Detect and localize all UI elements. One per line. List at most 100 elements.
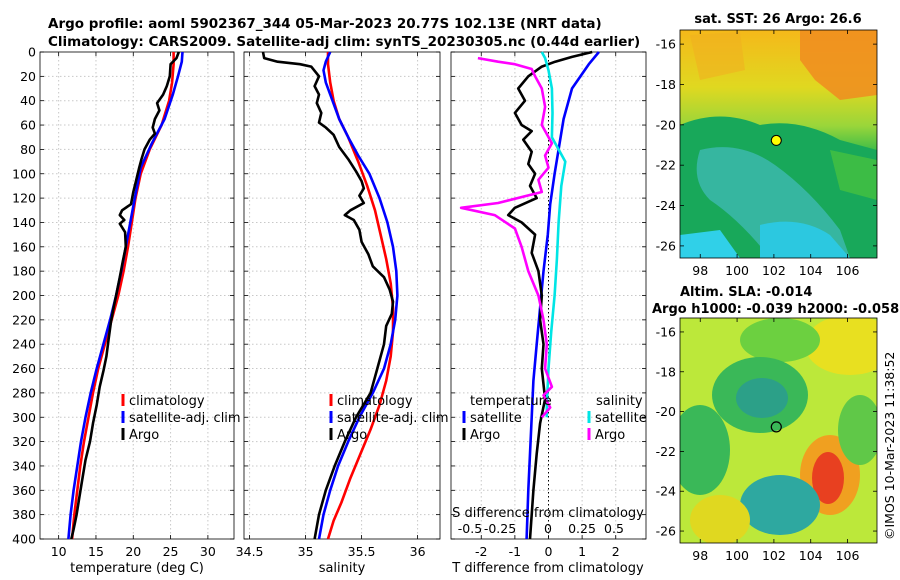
salinity-diff-tick-label: 0.5	[604, 521, 624, 536]
x-tick-label: 36	[410, 544, 426, 559]
x-tick-label: 1	[578, 544, 586, 559]
difference-xlabel: T difference from climatology	[451, 561, 644, 576]
lon-tick-label: 98	[692, 548, 708, 563]
salinity-grid	[244, 52, 440, 539]
argo-location-marker	[770, 134, 782, 146]
temperature-panel: 0 20 40 60 80 100 120 140 160 180 200 220 240 260 280 3…	[12, 45, 240, 577]
depth-tick-label: 320	[12, 434, 36, 449]
legend-label-climatology: climatology	[129, 394, 205, 409]
header-line2: Climatology: CARS2009. Satellite-adj cli…	[48, 34, 640, 50]
x-tick-label: 25	[163, 544, 179, 559]
legend-title-salinity: salinity	[596, 394, 643, 409]
salinity-panel: 34.5 35 35.5 36 salinity climatology satell…	[236, 51, 449, 576]
legend-label-satellite: satellite-adj. clim	[337, 411, 449, 426]
salinity-difference-tick-labels: -0.5 -0.25 0 0.25 0.5	[458, 521, 624, 536]
lon-tick-label: 102	[762, 548, 786, 563]
x-tick-label: -1	[509, 544, 521, 559]
depth-tick-label: 120	[12, 191, 36, 206]
series-line-satellite-adj-clim	[317, 51, 399, 540]
credit-text: ©IMOS 10-Mar-2023 11:38:52	[882, 352, 897, 540]
sst-map-frame	[679, 29, 878, 259]
salinity-diff-tick-label: 0.25	[568, 521, 596, 536]
sst-map-ticks: -16 -18 -20 -22 -24 -26 98 100 102 104 106	[656, 30, 877, 278]
sla-map-ticks: -16 -18 -20 -22 -24 -26 98 100 102 104 106	[656, 318, 877, 563]
difference-legend: temperature salinity satellite Argo sate…	[462, 394, 647, 443]
temperature-grid	[40, 52, 234, 539]
lat-tick-label: -18	[656, 77, 676, 92]
depth-tick-label: 380	[12, 507, 36, 522]
sla-map-panel: Altim. SLA: -0.014 Argo h1000: -0.039 h2…	[652, 285, 899, 563]
x-tick-label: 35.5	[348, 544, 376, 559]
salinity-legend: climatology satellite-adj. clim Argo	[329, 394, 449, 443]
lat-tick-label: -22	[656, 444, 676, 459]
difference-xlabel-top: S difference from climatology	[452, 506, 644, 521]
lon-tick-label: 100	[725, 263, 749, 278]
lat-tick-label: -26	[656, 238, 676, 253]
salinity-xlabel: salinity	[319, 561, 366, 576]
lon-tick-label: 106	[836, 548, 860, 563]
lat-tick-label: -16	[656, 324, 676, 339]
lat-tick-label: -16	[656, 37, 676, 52]
depth-tick-label: 280	[12, 385, 36, 400]
legend-label-salinity-satellite: satellite	[595, 411, 647, 426]
sla-map-title1: Altim. SLA: -0.014	[680, 285, 812, 300]
x-tick-label: 2	[612, 544, 620, 559]
x-tick-label: 34.5	[236, 544, 264, 559]
series-line-temperature-satellite	[525, 51, 600, 540]
x-tick-label: 0	[545, 544, 553, 559]
depth-tick-label: 60	[20, 118, 36, 133]
temperature-lines	[67, 51, 184, 540]
legend-label-argo: Argo	[337, 428, 367, 443]
lat-tick-label: -24	[656, 484, 676, 499]
salinity-lines	[261, 51, 399, 540]
temperature-xlabel: temperature (deg C)	[70, 561, 204, 576]
series-line-argo	[70, 51, 181, 540]
difference-ticks: -2 -1 0 1 2	[451, 51, 646, 559]
sla-map-title2: Argo h1000: -0.039 h2000: -0.058	[652, 302, 899, 317]
header-line1: Argo profile: aoml 5902367_344 05-Mar-20…	[48, 16, 602, 32]
sst-map-title: sat. SST: 26 Argo: 26.6	[694, 12, 861, 27]
sst-map-panel: sat. SST: 26 Argo: 26.6 -16-18-20-22-24-…	[656, 12, 878, 278]
salinity-diff-tick-label: -0.25	[484, 521, 516, 536]
depth-tick-label: 140	[12, 215, 36, 230]
depth-tick-label: 100	[12, 166, 36, 181]
depth-tick-label: 300	[12, 410, 36, 425]
x-tick-label: 20	[125, 544, 141, 559]
lat-tick-label: -20	[656, 404, 676, 419]
lat-tick-label: -26	[656, 524, 676, 539]
lon-tick-label: 102	[762, 263, 786, 278]
salinity-ticks: 34.5 35 35.5 36	[236, 51, 440, 559]
salinity-diff-tick-label: 0	[544, 521, 552, 536]
temperature-ticks: 0 20 40 60 80 100 120 140 160 180 200 220 240 260 280 3…	[12, 45, 234, 559]
x-tick-label: -2	[475, 544, 487, 559]
depth-tick-label: 180	[12, 264, 36, 279]
depth-tick-label: 20	[20, 69, 36, 84]
depth-tick-label: 400	[12, 532, 36, 547]
lat-tick-label: -18	[656, 364, 676, 379]
depth-tick-label: 240	[12, 337, 36, 352]
legend-label-salinity-argo: Argo	[595, 428, 625, 443]
difference-lines	[459, 50, 600, 540]
lat-tick-label: -20	[656, 117, 676, 132]
legend-label-satellite: satellite-adj. clim	[129, 411, 241, 426]
sla-field	[680, 318, 877, 543]
argo-location-marker	[770, 421, 782, 433]
salinity-diff-tick-label: -0.5	[458, 521, 482, 536]
lat-tick-label: -22	[656, 158, 676, 173]
temperature-legend: climatology satellite-adj. clim Argo	[121, 394, 241, 443]
legend-label-temperature-satellite: satellite	[470, 411, 522, 426]
lon-tick-label: 106	[836, 263, 860, 278]
x-tick-label: 10	[51, 544, 67, 559]
lat-tick-label: -24	[656, 198, 676, 213]
depth-tick-label: 360	[12, 483, 36, 498]
legend-title-temperature: temperature	[470, 394, 552, 409]
sla-map-frame	[679, 317, 878, 544]
x-tick-label: 35	[298, 544, 314, 559]
difference-panel: -2 -1 0 1 2 S difference from climatology -0…	[450, 50, 647, 576]
lon-tick-label: 98	[692, 263, 708, 278]
legend-label-climatology: climatology	[337, 394, 413, 409]
lon-tick-label: 104	[799, 263, 823, 278]
depth-tick-label: 80	[20, 142, 36, 157]
lon-tick-label: 104	[799, 548, 823, 563]
series-line-salinity-argo	[459, 56, 554, 419]
